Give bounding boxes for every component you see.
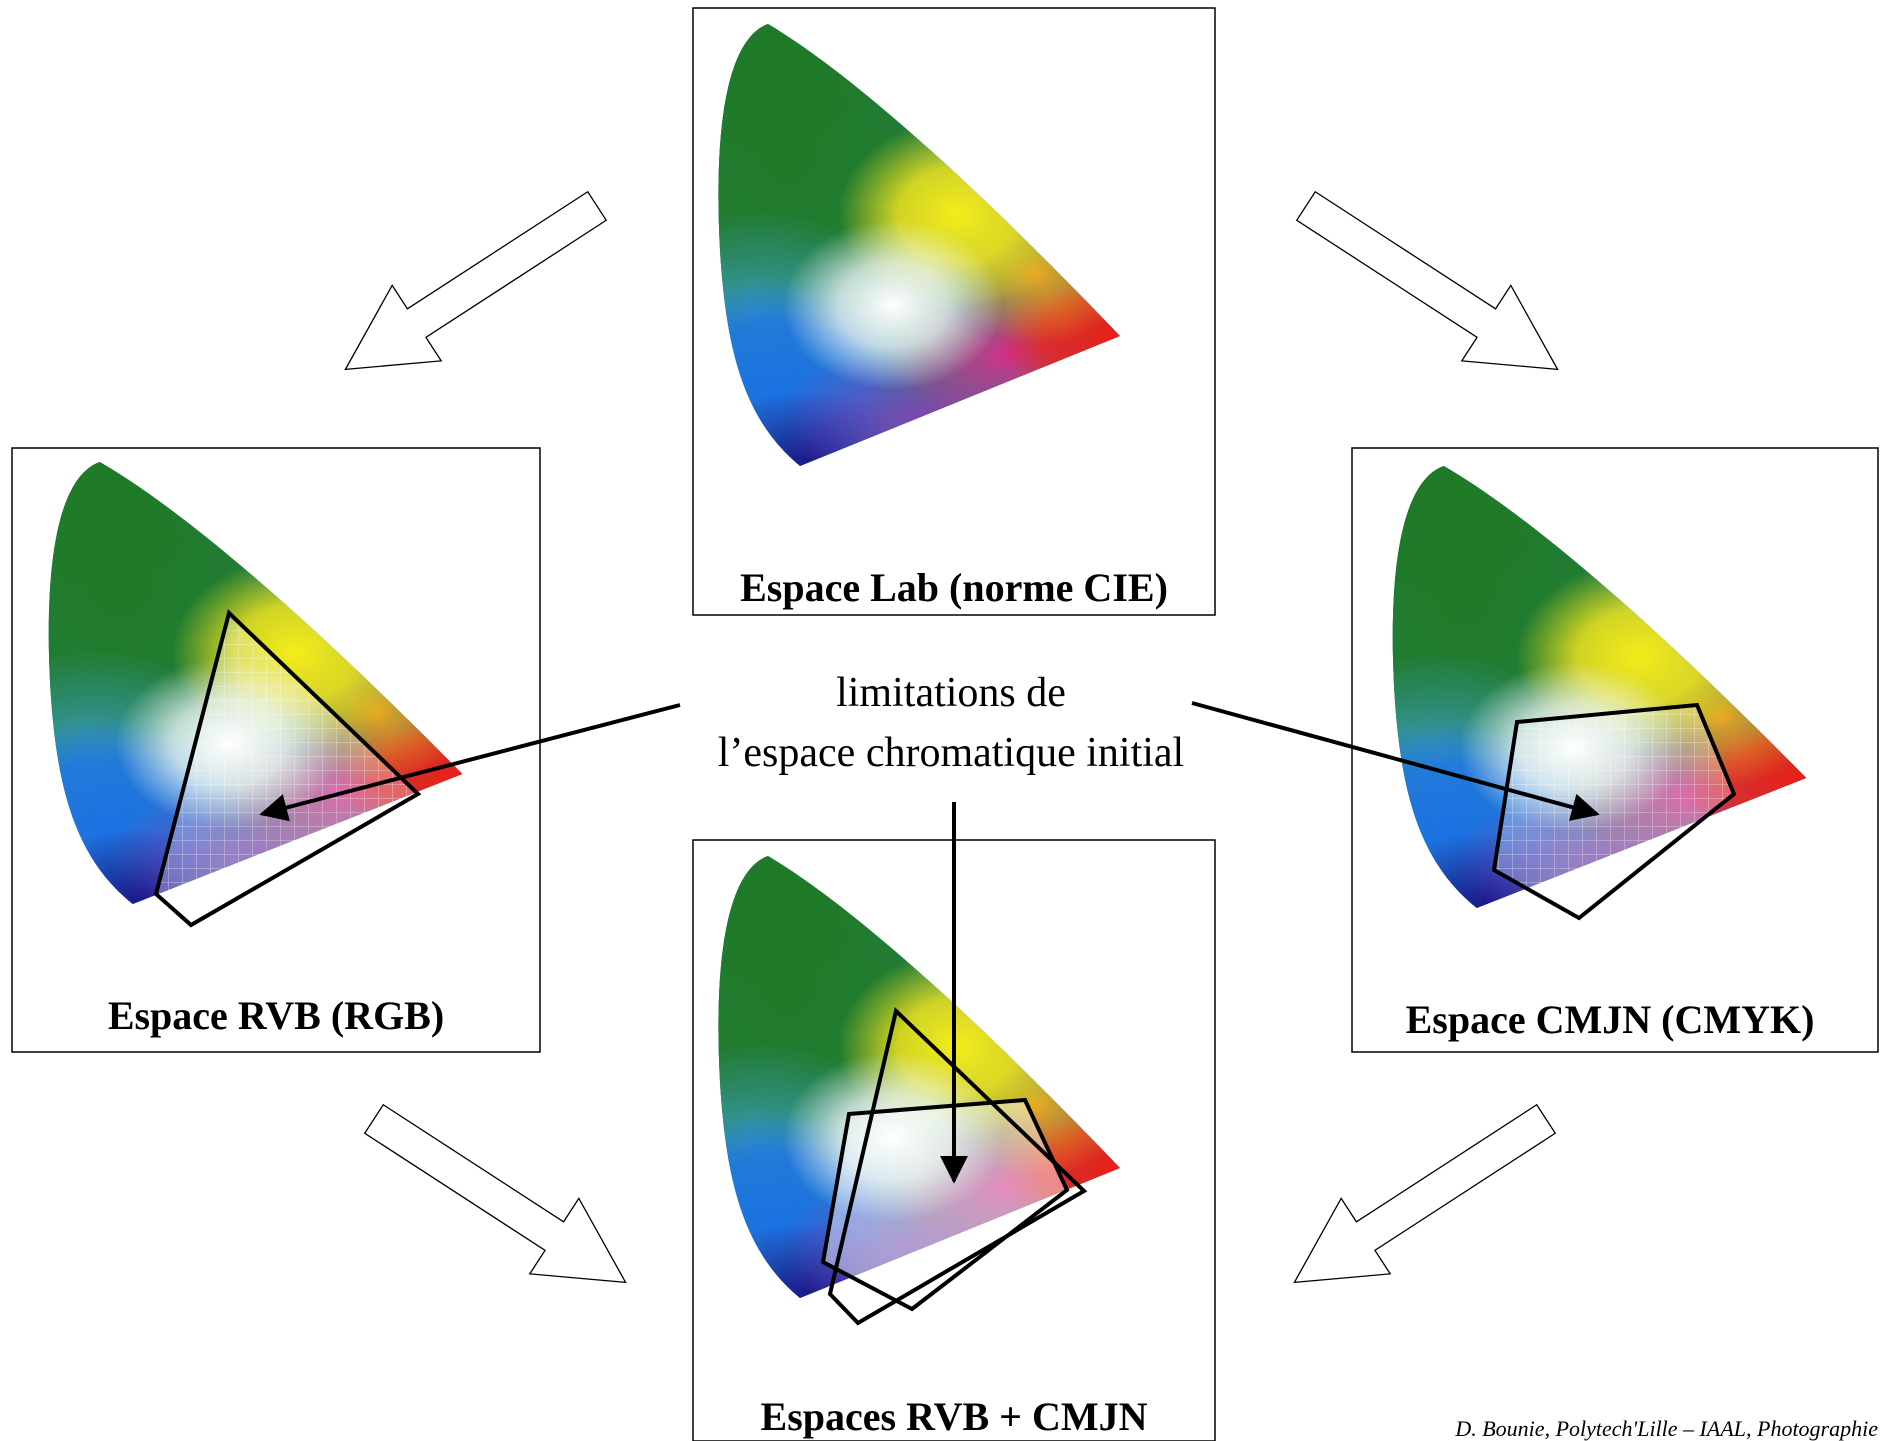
panel-cmjn-caption: Espace CMJN (CMYK) (1406, 997, 1815, 1042)
arrow-rvb-to-combined (348, 1080, 651, 1321)
panel-rvb: Espace RVB (RGB) (0, 378, 563, 1053)
center-label-line1: limitations de (836, 670, 1066, 716)
panel-rvb-caption: Espace RVB (RGB) (108, 993, 444, 1038)
rvb-gamut-triangle (153, 609, 422, 928)
arrow-lab-to-cmjn (1280, 167, 1583, 408)
center-label: limitations de l’espace chromatique init… (718, 670, 1184, 776)
combined-gamut-pentagon (820, 1097, 1070, 1312)
center-label-line2: l’espace chromatique initial (718, 730, 1184, 776)
combined-gamut-triangle (827, 1007, 1088, 1326)
panel-lab: Espace Lab (norme CIE) (598, 0, 1218, 616)
credit-text: D. Bounie, Polytech'Lille – IAAL, Photog… (1454, 1416, 1878, 1441)
panel-lab-caption: Espace Lab (norme CIE) (740, 565, 1168, 610)
panel-cmjn: Espace CMJN (CMYK) (1269, 382, 1881, 1053)
cmjn-gamut-pentagon (1491, 702, 1737, 921)
arrow-lab-to-rvb (320, 167, 623, 408)
pointer-to-cmjn (1191, 701, 1600, 821)
panel-combined: Espaces RVB + CMJN (598, 772, 1218, 1441)
arrow-cmjn-to-combined (1269, 1080, 1572, 1321)
panel-combined-caption: Espaces RVB + CMJN (761, 1394, 1148, 1439)
pointer-to-rvb (259, 703, 681, 822)
